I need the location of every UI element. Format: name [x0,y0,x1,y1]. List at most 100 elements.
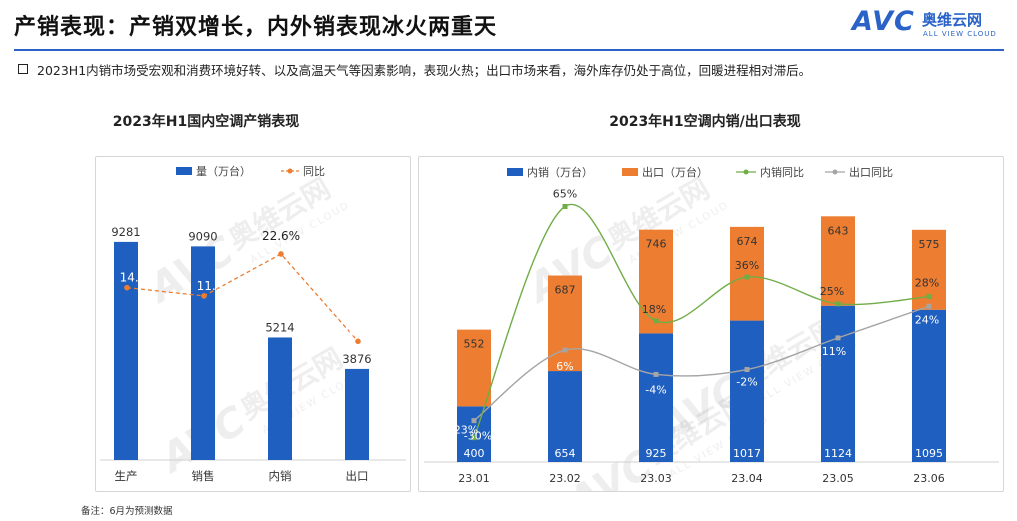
bar-volume [114,241,138,460]
domestic-yoy-label: 28% [915,277,939,290]
yoy-value-label: 14.0 [120,271,147,285]
bar-export [639,229,673,334]
domestic-yoy-marker [835,301,841,307]
export-yoy-label: 24% [915,313,939,326]
bar-export-label: 746 [646,238,667,251]
export-yoy-label: -4% [645,383,666,396]
legend-marker-yoy [287,168,293,174]
square-bullet-icon [18,64,28,74]
yoy-line [126,253,359,342]
x-tick-label: 生产 [115,469,138,483]
yoy-marker [278,251,284,257]
bar-value-label: 5214 [265,320,294,334]
bar-export [821,216,855,306]
bar-domestic-label: 400 [464,447,485,460]
domestic-yoy-label: -30% [464,430,492,443]
bar-value-label: 3876 [342,352,371,366]
legend-label-yoy: 同比 [303,165,325,178]
bar-volume [268,337,292,460]
legend-label-export-yoy: 出口同比 [849,165,893,179]
domestic-yoy-label: 18% [642,303,666,316]
bar-domestic [457,406,491,462]
bar-domestic-label: 654 [555,447,576,460]
summary-text: 2023H1内销市场受宏观和消费环境好转、以及高温天气等因素影响，表现火热；出口… [37,63,812,78]
logo-mark: AVC [852,6,915,37]
export-yoy-line [473,305,930,422]
x-tick-label: 23.06 [913,472,945,485]
chart2-title: 2023年H1空调内销/出口表现 [609,114,801,130]
export-yoy-marker [562,347,568,353]
legend-swatch-export [622,168,638,176]
page-title: 产销表现：产销双增长，内外销表现冰火两重天 [14,15,498,40]
legend-label-export: 出口（万台） [642,165,708,179]
export-yoy-label: -23% [450,424,478,437]
chart2-panel: AVC 奥维云网 ALL VIEW CLOUD AVC 奥维云网 ALL VIEW CLO… [418,156,1004,521]
bar-export [730,226,764,321]
yoy-value-label: 0.3% [349,324,380,338]
domestic-yoy-label: 65% [553,188,577,201]
domestic-yoy-label: 36% [735,259,759,272]
domestic-yoy-marker [562,204,568,209]
yoy-marker [124,284,130,291]
yoy-marker [201,293,207,299]
legend-marker-export-yoy [832,169,838,175]
bar-domestic [912,309,946,462]
bar-domestic-label: 1017 [733,447,761,460]
bar-domestic-label: 1124 [824,447,852,460]
legend-label-volume: 量（万台） [196,164,251,178]
summary-bullet: 2023H1内销市场受宏观和消费环境好转、以及高温天气等因素影响，表现火热；出口… [18,60,811,79]
domestic-yoy-marker [926,294,932,300]
legend-swatch-domestic [507,168,523,176]
export-yoy-label: -2% [736,376,757,389]
legend-label-domestic: 内销（万台） [527,165,593,179]
domestic-yoy-label: 25% [820,285,844,298]
chart1-title: 2023年H1国内空调产销表现 [112,114,300,130]
avc-logo: AVC 奥维云网 ALL VIEW CLOUD [852,6,1002,44]
bar-domestic [639,333,673,462]
legend-label-domestic-yoy: 内销同比 [760,165,804,179]
export-yoy-label: 6% [556,360,573,373]
export-yoy-marker [653,371,659,377]
yoy-marker [355,338,361,345]
bar-export-label: 687 [555,284,576,297]
x-tick-label: 内销 [269,469,292,483]
export-yoy-marker [744,367,750,373]
bar-value-label: 9090 [188,229,217,243]
x-tick-label: 23.02 [549,472,581,485]
yoy-value-label: 22.6% [262,229,300,243]
logo-en: ALL VIEW CLOUD [923,30,997,38]
bar-domestic [548,371,582,462]
x-tick-label: 销售 [192,469,215,483]
export-yoy-marker [471,418,477,424]
bar-domestic-label: 1095 [915,447,943,460]
legend-swatch-volume [176,167,192,175]
yoy-value-label: 11.9 [197,279,224,293]
footnote: 备注：6月为预测数据 [81,506,173,517]
x-tick-label: 23.03 [640,472,672,485]
x-tick-label: 23.05 [822,472,854,485]
legend-marker-domestic-yoy [743,169,749,175]
domestic-yoy-marker [653,318,659,324]
export-yoy-label: 11% [822,345,846,358]
bar-domestic-label: 925 [646,447,667,460]
title-divider [14,49,1004,51]
bar-export-label: 674 [737,235,758,248]
bar-export-label: 575 [919,238,940,251]
domestic-yoy-marker [744,274,750,280]
bar-volume [191,246,215,460]
x-tick-label: 23.01 [458,472,490,485]
x-tick-label: 出口 [346,469,369,483]
export-yoy-marker [835,335,841,341]
bar-export [457,329,491,407]
logo-cn: 奥维云网 [922,11,983,29]
bar-domestic [821,305,855,462]
bar-value-label: 9281 [111,225,140,239]
bar-export-label: 643 [828,224,849,237]
bar-volume [345,368,369,460]
bar-domestic [730,320,764,462]
